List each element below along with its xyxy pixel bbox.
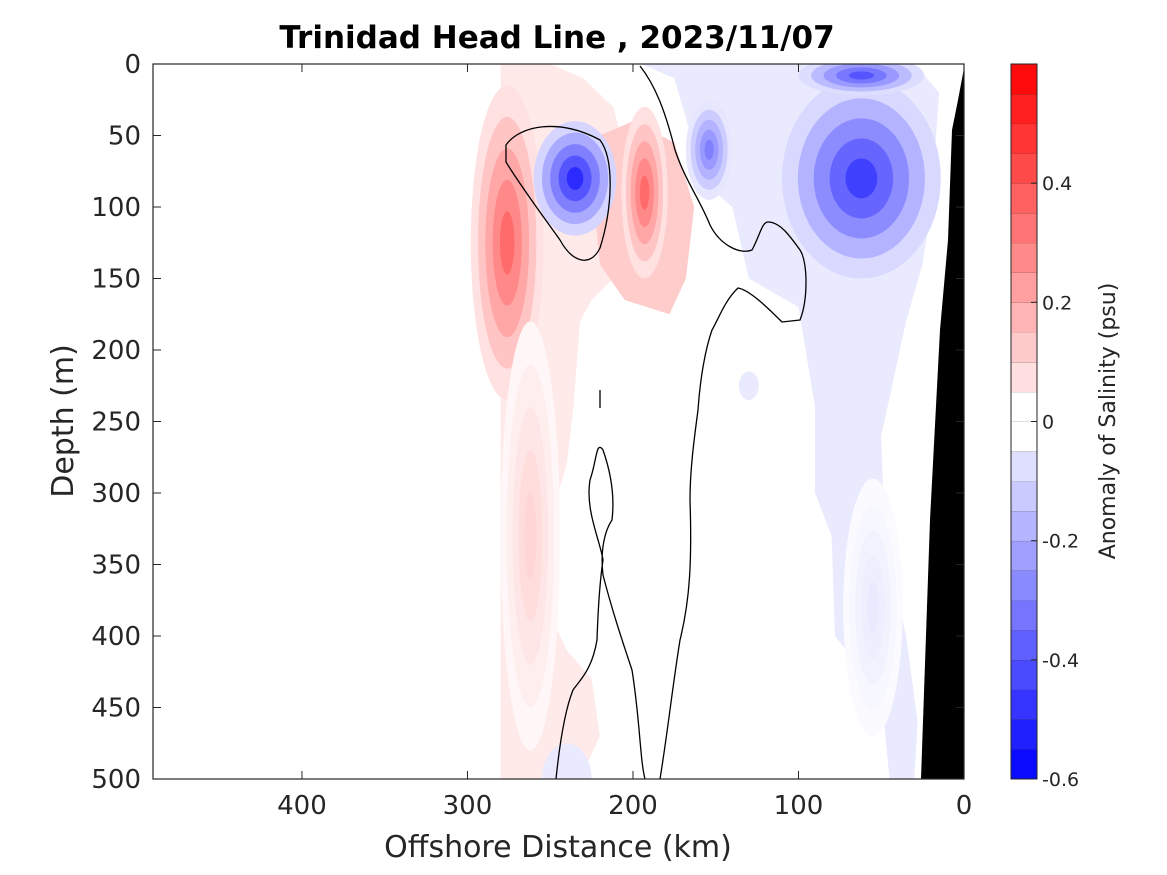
- chart-title: Trinidad Head Line , 2023/11/07: [279, 20, 834, 56]
- colorbar-band: [1011, 183, 1037, 214]
- colorbar-band: [1011, 689, 1037, 720]
- x-tick-label: 100: [774, 791, 824, 821]
- y-tick-label: 450: [91, 694, 141, 724]
- colorbar-band: [1011, 719, 1037, 750]
- positive-anomaly-core: [639, 175, 650, 210]
- y-tick-label: 300: [91, 479, 141, 509]
- y-axis-ticks: 0 50 100 150 200 250 300 350 400 450 500: [91, 50, 964, 795]
- x-tick-label: 400: [277, 791, 327, 821]
- positive-anomaly-core: [524, 493, 537, 579]
- colorbar-band: [1011, 451, 1037, 482]
- y-tick-label: 350: [91, 551, 141, 581]
- zero-contour-inner-loop: [555, 446, 646, 779]
- colorbar-band: [1011, 242, 1037, 273]
- zero-contour-main: [639, 65, 807, 779]
- colorbar-band: [1011, 391, 1037, 422]
- y-tick-label: 0: [124, 50, 141, 80]
- colorbar-band: [1011, 212, 1037, 244]
- colorbar-band: [1011, 332, 1037, 363]
- colorbar-band: [1011, 123, 1037, 154]
- y-axis-label: Depth (m): [46, 344, 81, 498]
- y-tick-label: 250: [91, 408, 141, 438]
- negative-anomaly-core: [848, 71, 874, 80]
- y-tick-label: 200: [91, 336, 141, 366]
- colorbar-band: [1011, 659, 1037, 690]
- negative-anomaly-core: [867, 581, 879, 634]
- plot-area: [153, 64, 964, 779]
- colorbar-band: [1011, 272, 1037, 303]
- colorbar-band: [1011, 93, 1037, 124]
- negative-anomaly-core: [845, 158, 878, 199]
- colorbar-tick-label: -0.4: [1042, 650, 1079, 672]
- anomaly-contour-fills: [470, 64, 941, 779]
- colorbar-band: [1011, 361, 1037, 393]
- colorbar-band: [1011, 510, 1037, 541]
- colorbar: [1011, 63, 1037, 780]
- x-axis-label: Offshore Distance (km): [384, 830, 732, 865]
- colorbar-band: [1011, 749, 1037, 780]
- x-tick-label: 0: [956, 791, 973, 821]
- x-tick-label: 200: [608, 791, 658, 821]
- colorbar-band: [1011, 421, 1037, 452]
- colorbar-tick-label: -0.2: [1042, 531, 1079, 553]
- colorbar-label: Anomaly of Salinity (psu): [1096, 283, 1121, 560]
- colorbar-band: [1011, 540, 1037, 571]
- colorbar-tick-label: 0.4: [1042, 173, 1072, 195]
- seafloor-mask: [921, 68, 964, 779]
- y-tick-label: 150: [91, 265, 141, 295]
- colorbar-tick-label: 0.2: [1042, 292, 1072, 314]
- colorbar-ticks: -0.6 -0.4 -0.2 0 0.2 0.4: [1031, 173, 1079, 791]
- y-tick-label: 100: [91, 193, 141, 223]
- negative-anomaly-core: [704, 139, 714, 160]
- x-tick-label: 300: [443, 791, 493, 821]
- colorbar-band: [1011, 600, 1037, 631]
- negative-anomaly-patch: [738, 371, 759, 401]
- negative-anomaly-core: [566, 166, 584, 190]
- colorbar-band: [1011, 570, 1037, 601]
- negative-anomaly-patch: [541, 743, 592, 779]
- positive-anomaly-core: [499, 211, 515, 275]
- colorbar-band: [1011, 302, 1037, 333]
- colorbar-tick-label: 0: [1042, 412, 1054, 434]
- colorbar-band: [1011, 153, 1037, 184]
- zero-contour-negative-core: [505, 125, 611, 261]
- colorbar-tick-label: -0.6: [1042, 769, 1079, 791]
- colorbar-band: [1011, 630, 1037, 661]
- y-tick-label: 400: [91, 622, 141, 652]
- y-tick-label: 50: [108, 122, 141, 152]
- zero-contour-lines: [505, 65, 807, 779]
- x-axis-ticks: 400 300 200 100 0: [277, 64, 972, 821]
- colorbar-band: [1011, 481, 1037, 512]
- colorbar-band: [1011, 64, 1037, 95]
- y-tick-label: 500: [91, 765, 141, 795]
